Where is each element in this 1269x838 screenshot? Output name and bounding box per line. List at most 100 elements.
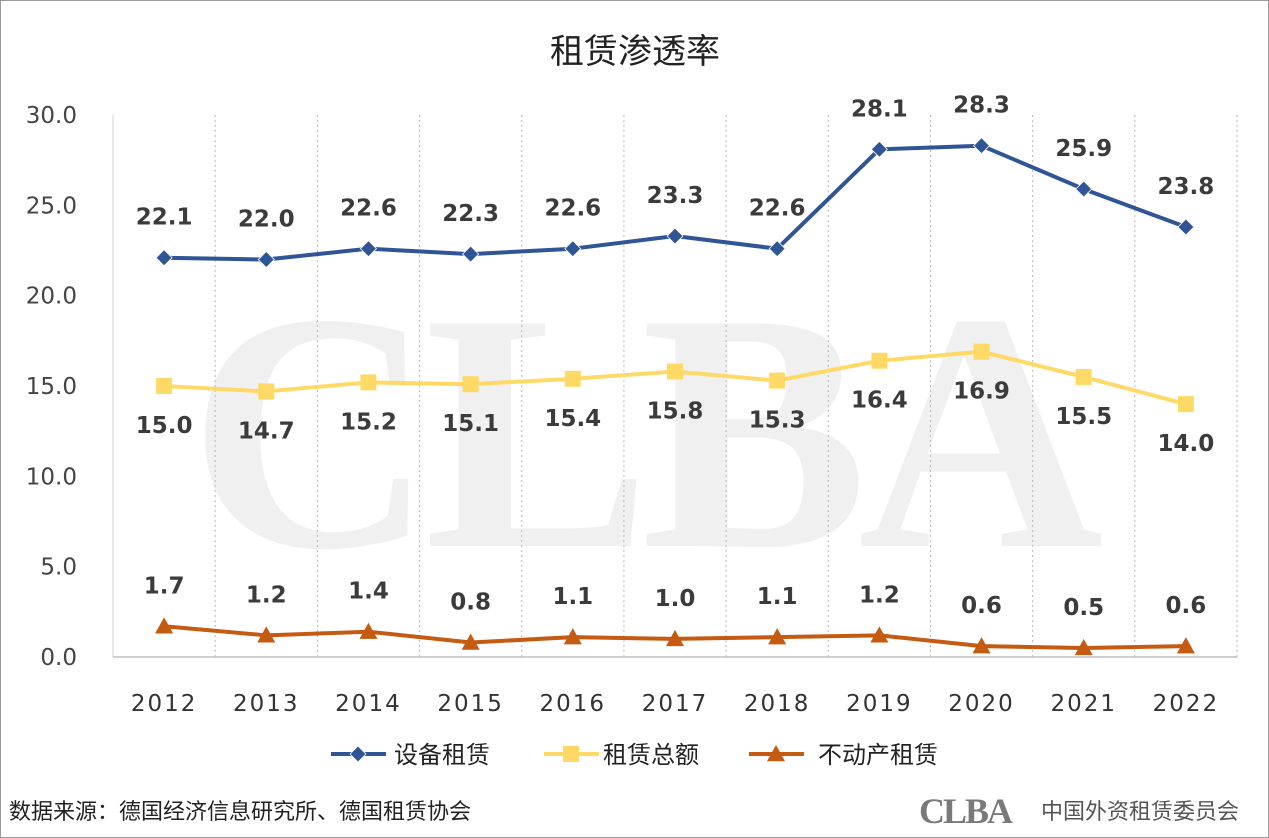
logo-mark: CLBA (919, 791, 1013, 831)
data-point (359, 622, 378, 639)
data-point (156, 378, 173, 394)
data-point (666, 227, 684, 245)
watermark: CLBA (189, 243, 1102, 620)
data-point (155, 617, 174, 634)
data-label: 15.0 (136, 413, 193, 439)
data-point (871, 352, 888, 369)
data-label: 15.2 (340, 409, 397, 435)
data-label: 23.8 (1158, 174, 1215, 200)
x-tick-label: 2016 (540, 691, 607, 717)
y-tick-label: 10.0 (26, 464, 77, 490)
data-label: 22.3 (442, 201, 499, 227)
data-point (1177, 218, 1195, 236)
data-point (870, 626, 889, 643)
x-tick-label: 2013 (233, 691, 300, 717)
data-label: 28.1 (851, 96, 908, 122)
data-label: 14.0 (1158, 431, 1215, 457)
data-label: 22.6 (544, 196, 601, 222)
data-label: 1.4 (348, 579, 389, 605)
data-label: 1.2 (246, 582, 287, 608)
data-label: 22.6 (340, 196, 397, 222)
data-label: 15.1 (442, 411, 499, 437)
data-label: 23.3 (647, 183, 704, 209)
y-tick-label: 15.0 (26, 374, 77, 400)
data-point (972, 137, 991, 155)
data-label: 0.6 (1166, 593, 1207, 619)
data-label: 14.7 (238, 418, 295, 444)
legend-marker (767, 745, 785, 762)
data-label: 15.5 (1055, 404, 1112, 430)
data-point (768, 240, 786, 258)
data-label: 1.2 (859, 582, 900, 608)
data-point (563, 628, 582, 645)
y-tick-label: 25.0 (26, 193, 77, 219)
x-tick-label: 2014 (335, 691, 402, 717)
legend-marker (349, 745, 367, 763)
x-tick-label: 2018 (744, 691, 811, 717)
data-label: 16.4 (851, 388, 908, 414)
data-label: 1.0 (655, 586, 696, 612)
data-label: 15.8 (647, 399, 704, 425)
data-point (1075, 368, 1092, 385)
data-label: 15.3 (749, 408, 806, 434)
legend-item: 租赁总额 (544, 741, 699, 769)
data-point (360, 374, 377, 391)
data-point (667, 363, 683, 380)
data-label: 22.0 (238, 207, 295, 233)
series-layer (155, 137, 1195, 656)
data-point (666, 629, 684, 647)
chart-title: 租赁渗透率 (550, 32, 720, 72)
data-point (972, 637, 991, 654)
data-label: 15.4 (544, 406, 601, 432)
x-tick-label: 2015 (437, 691, 504, 717)
logo-text: 中国外资租赁委员会 (1041, 800, 1239, 825)
data-point (564, 240, 582, 258)
y-tick-label: 5.0 (40, 555, 77, 581)
data-point (1075, 180, 1093, 198)
x-tick-label: 2022 (1153, 691, 1220, 717)
data-point (768, 628, 787, 645)
logo: CLBA 中国外资租赁委员会 (919, 791, 1239, 831)
source-note: 数据来源：德国经济信息研究所、德国租赁协会 (9, 800, 471, 825)
data-point (462, 376, 479, 393)
legend: 设备租赁 租赁总额 不动产租赁 (331, 741, 938, 769)
legend-label: 设备租赁 (394, 741, 490, 769)
legend-item: 设备租赁 (331, 741, 490, 769)
data-label: 0.5 (1063, 595, 1104, 621)
legend-item: 不动产租赁 (749, 741, 938, 769)
x-tick-label: 2012 (131, 691, 198, 717)
y-tick-label: 0.0 (40, 645, 77, 671)
data-label: 1.1 (757, 584, 798, 610)
legend-marker (563, 746, 579, 762)
data-label: 22.6 (749, 196, 806, 222)
data-point (258, 383, 275, 400)
data-point (257, 626, 276, 643)
data-label: 1.1 (552, 584, 593, 610)
data-point (359, 240, 378, 258)
data-point (461, 633, 480, 650)
legend-label: 租赁总额 (603, 741, 699, 769)
data-point (1074, 638, 1093, 656)
data-point (1177, 396, 1194, 413)
y-tick-label: 20.0 (26, 284, 77, 310)
data-point (257, 250, 275, 269)
data-label: 0.6 (961, 593, 1002, 619)
x-tick-label: 2017 (642, 691, 709, 717)
data-label: 16.9 (953, 379, 1010, 405)
data-point (769, 372, 786, 389)
x-tick-label: 2021 (1050, 691, 1117, 717)
data-label: 28.3 (953, 93, 1010, 119)
y-tick-label: 30.0 (26, 103, 77, 129)
series-2 (156, 343, 1194, 413)
data-label: 0.8 (450, 590, 491, 616)
legend-label: 不动产租赁 (818, 741, 938, 769)
y-axis: 0.0 5.0 10.0 15.0 20.0 25.0 30.0 (26, 103, 77, 671)
series-1 (155, 137, 1195, 269)
data-point (973, 343, 990, 360)
data-point (870, 140, 888, 158)
data-label: 25.9 (1055, 136, 1112, 162)
data-point (564, 370, 581, 387)
data-point (155, 249, 173, 267)
